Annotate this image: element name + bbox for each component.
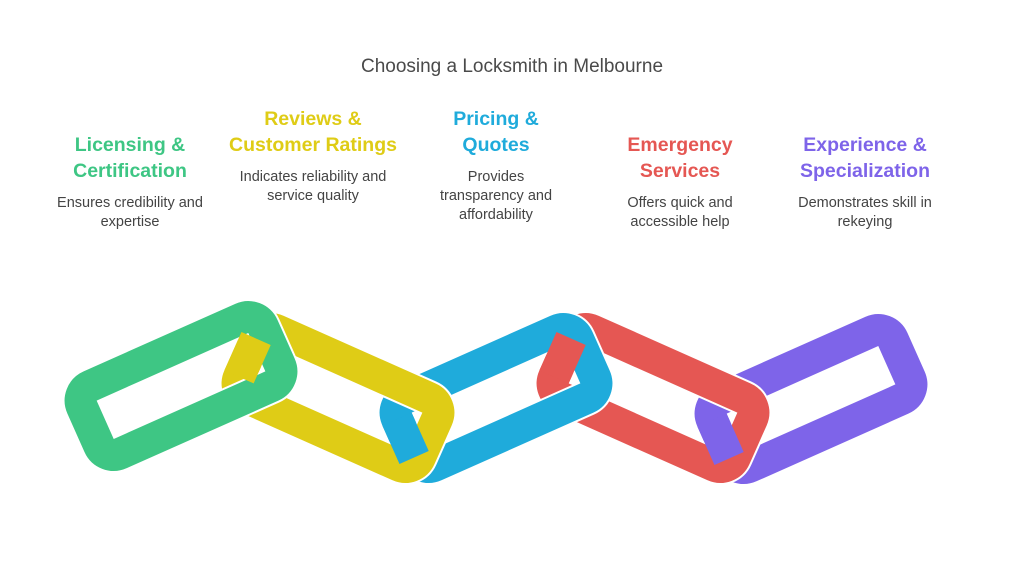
item-description: Indicates reliability and service qualit…: [239, 169, 387, 204]
item-heading: Emergency Services: [627, 134, 733, 182]
chain-link-green: [62, 299, 300, 473]
item-description: Demonstrates skill in rekeying: [798, 195, 932, 230]
item-licensing: Licensing & Certification Ensures credib…: [45, 132, 215, 232]
item-emergency: Emergency Services Offers quick and acce…: [595, 132, 765, 232]
item-description: Provides transparency and affordability: [439, 169, 553, 223]
item-experience: Experience & Specialization Demonstrates…: [780, 132, 950, 232]
diagram-title: Choosing a Locksmith in Melbourne: [360, 56, 664, 77]
item-description: Ensures credibility and expertise: [57, 195, 203, 230]
item-heading: Licensing & Certification: [73, 134, 187, 182]
item-heading: Experience & Specialization: [799, 134, 931, 182]
item-heading: Pricing & Quotes: [453, 108, 539, 156]
item-pricing: Pricing & Quotes Provides transparency a…: [411, 106, 581, 225]
item-description: Offers quick and accessible help: [627, 195, 733, 230]
item-reviews: Reviews & Customer Ratings Indicates rel…: [228, 106, 398, 206]
item-heading: Reviews & Customer Ratings: [229, 108, 397, 156]
